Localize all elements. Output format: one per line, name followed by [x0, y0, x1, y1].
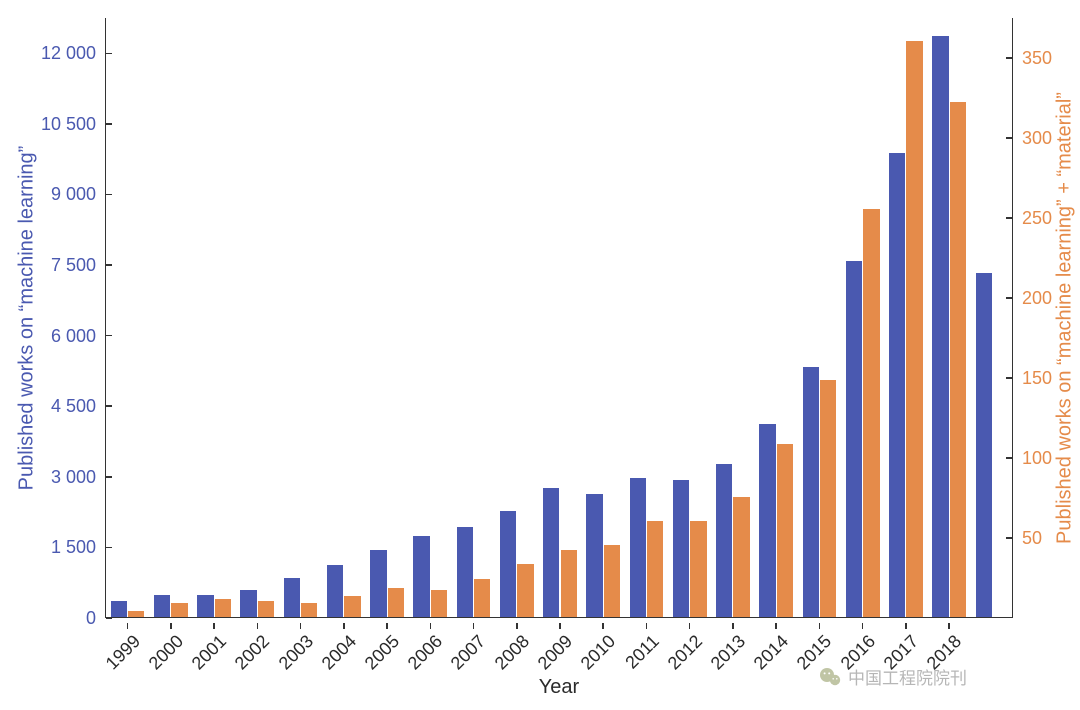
bar-machine-learning [759, 424, 775, 617]
bar-machine-learning-material [863, 209, 879, 617]
bar-machine-learning-material [431, 590, 447, 617]
bar-machine-learning [716, 464, 732, 617]
x-axis-label: Year [539, 676, 579, 699]
bar-machine-learning [673, 480, 689, 617]
watermark: 中国工程院院刊 [818, 664, 967, 689]
bar-machine-learning [630, 478, 646, 617]
bar-machine-learning-material [820, 380, 836, 617]
bar-machine-learning-material [777, 444, 793, 617]
bar-machine-learning-material [604, 545, 620, 617]
bar-machine-learning [586, 494, 602, 617]
bar-machine-learning [413, 536, 429, 617]
bar-machine-learning-material [950, 102, 966, 617]
bar-machine-learning-material [258, 601, 274, 617]
bar-machine-learning-material [690, 521, 706, 617]
bar-machine-learning [240, 590, 256, 617]
y-axis-left-label: Published works on “machine learning” [16, 146, 39, 491]
bar-machine-learning [327, 565, 343, 617]
bar-machine-learning [500, 511, 516, 617]
bar-machine-learning-material [561, 550, 577, 617]
bar-machine-learning-material [128, 611, 144, 617]
bar-machine-learning-material [733, 497, 749, 617]
bar-machine-learning-extra [976, 273, 992, 617]
bar-machine-learning-material [517, 564, 533, 617]
watermark-text: 中国工程院院刊 [848, 664, 967, 689]
bar-machine-learning-material [301, 603, 317, 617]
wechat-icon [818, 665, 842, 689]
bar-machine-learning [803, 367, 819, 617]
bar-machine-learning [111, 601, 127, 617]
bar-machine-learning [889, 153, 905, 617]
bar-machine-learning-material [171, 603, 187, 617]
bar-machine-learning-material [388, 588, 404, 617]
bar-machine-learning-material [215, 599, 231, 617]
chart-plot-area: 01 5003 0004 5006 0007 5009 00010 50012 … [105, 18, 1013, 618]
bar-machine-learning [197, 595, 213, 617]
bar-machine-learning [543, 488, 559, 617]
bar-machine-learning-material [474, 579, 490, 617]
bar-machine-learning-material [647, 521, 663, 617]
bar-machine-learning [370, 550, 386, 617]
bar-machine-learning-material [906, 41, 922, 617]
bar-machine-learning [457, 527, 473, 617]
bar-machine-learning-material [344, 596, 360, 617]
bar-machine-learning [154, 595, 170, 617]
y-axis-right-label: Published works on “machine learning” + … [1054, 92, 1077, 544]
bar-machine-learning [846, 261, 862, 617]
bar-machine-learning [932, 36, 948, 617]
bar-machine-learning [284, 578, 300, 617]
